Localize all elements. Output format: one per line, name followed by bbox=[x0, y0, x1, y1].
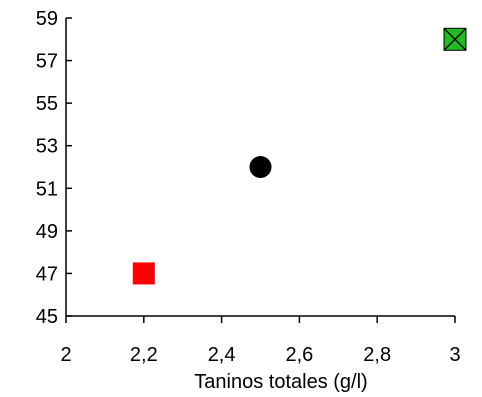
data-point bbox=[443, 27, 467, 51]
x-tick-label: 2,4 bbox=[208, 344, 236, 366]
data-point bbox=[249, 156, 272, 178]
y-tick-label: 53 bbox=[36, 136, 58, 158]
y-tick-label: 59 bbox=[36, 8, 58, 30]
x-ticks: 2 2,2 2,4 2,6 2,8 3 bbox=[60, 316, 461, 366]
x-axis-title: Taninos totales (g/l) bbox=[194, 371, 367, 393]
y-tick-label: 51 bbox=[36, 178, 58, 200]
data-points bbox=[132, 27, 467, 285]
y-tick-label: 47 bbox=[36, 263, 58, 285]
y-tick-label: 49 bbox=[36, 221, 58, 243]
y-tick-label: 55 bbox=[36, 93, 58, 115]
y-tick-label: 45 bbox=[36, 306, 58, 328]
x-tick-label: 2,8 bbox=[363, 344, 391, 366]
point-circle-marker bbox=[249, 156, 272, 178]
x-tick-label: 2,6 bbox=[285, 344, 313, 366]
y-tick-label: 57 bbox=[36, 51, 58, 73]
x-tick-label: 2,2 bbox=[130, 344, 158, 366]
point-square-marker bbox=[132, 262, 155, 285]
x-tick-label: 3 bbox=[449, 344, 460, 366]
data-point bbox=[132, 262, 155, 285]
y-ticks: 45 47 49 51 53 55 57 59 bbox=[36, 8, 72, 328]
x-tick-label: 2 bbox=[60, 344, 71, 366]
point-x-mark bbox=[443, 27, 467, 51]
